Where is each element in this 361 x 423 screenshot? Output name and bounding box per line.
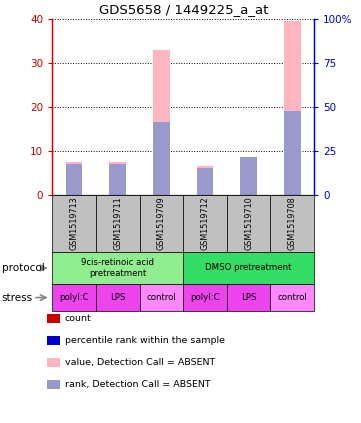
Text: GSM1519713: GSM1519713 (70, 196, 79, 250)
Bar (153, 50, 170, 195)
Text: rank, Detection Call = ABSENT: rank, Detection Call = ABSENT (65, 380, 210, 389)
Text: control: control (277, 293, 307, 302)
Text: GSM1519711: GSM1519711 (113, 196, 122, 250)
Text: percentile rank within the sample: percentile rank within the sample (65, 336, 225, 345)
Text: value, Detection Call = ABSENT: value, Detection Call = ABSENT (65, 358, 215, 367)
Text: LPS: LPS (241, 293, 256, 302)
Bar (284, 21, 301, 195)
Text: GSM1519712: GSM1519712 (200, 196, 209, 250)
Text: polyI:C: polyI:C (59, 293, 89, 302)
Bar (66, 164, 82, 195)
Bar (109, 162, 126, 195)
Bar (109, 164, 126, 195)
Text: polyI:C: polyI:C (190, 293, 220, 302)
Text: GSM1519710: GSM1519710 (244, 196, 253, 250)
Text: DMSO pretreatment: DMSO pretreatment (205, 264, 292, 272)
Text: 9cis-retinoic acid
pretreatment: 9cis-retinoic acid pretreatment (81, 258, 154, 277)
Text: control: control (147, 293, 176, 302)
Text: LPS: LPS (110, 293, 126, 302)
Title: GDS5658 / 1449225_a_at: GDS5658 / 1449225_a_at (99, 3, 268, 16)
Bar (197, 168, 213, 195)
Bar (240, 157, 257, 195)
Text: count: count (65, 314, 92, 323)
Text: stress: stress (2, 293, 33, 302)
Text: GSM1519708: GSM1519708 (288, 196, 297, 250)
Bar (153, 122, 170, 195)
Bar (66, 162, 82, 195)
Bar (197, 166, 213, 195)
Text: protocol: protocol (2, 263, 44, 273)
Text: GSM1519709: GSM1519709 (157, 196, 166, 250)
Bar (284, 111, 301, 195)
Bar (240, 157, 257, 195)
